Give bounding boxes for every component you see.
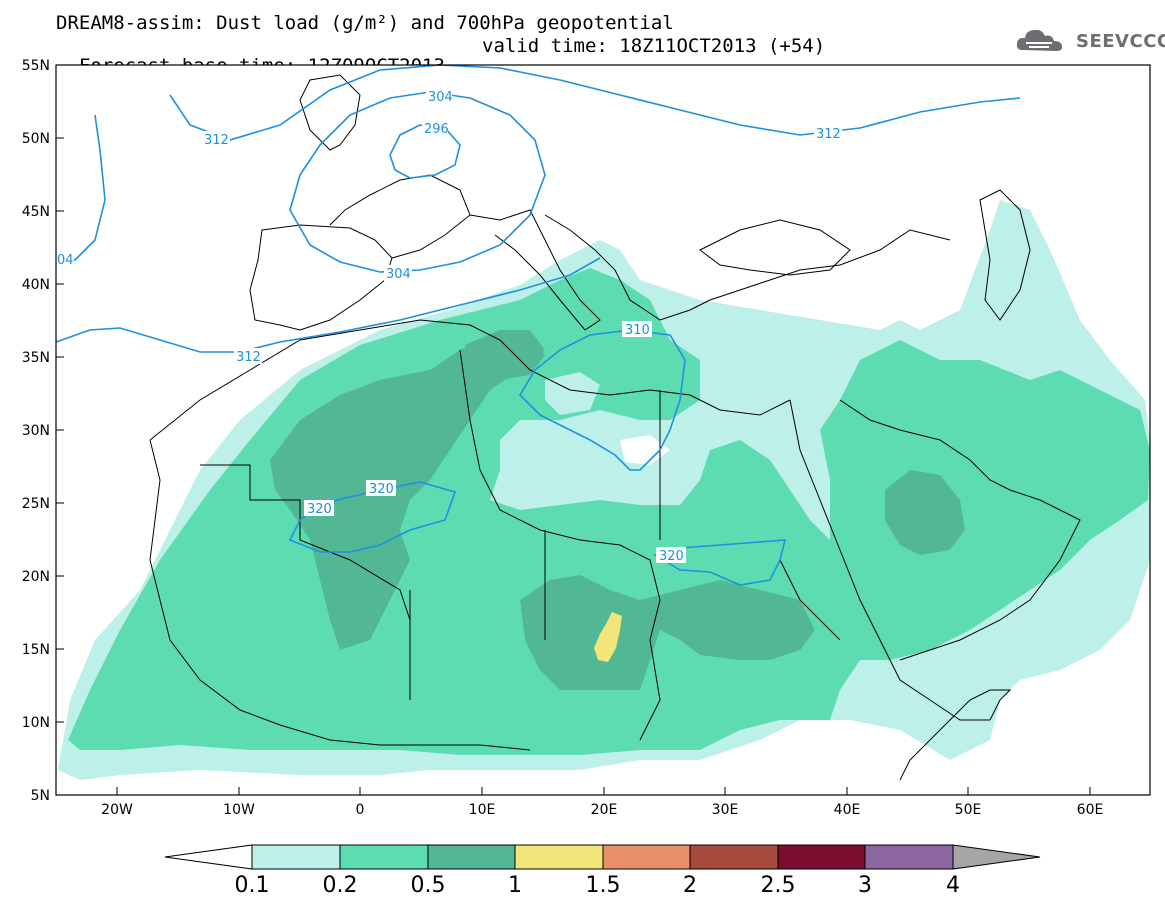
coast-north-africa (149, 319, 791, 441)
dust-0.5-region-sahara (270, 330, 545, 650)
lon-label-40e: 40E (834, 802, 861, 818)
lat-label-40n: 40N (22, 277, 50, 293)
lat-label-35n: 35N (22, 350, 50, 366)
dust-0.5-region-libya (465, 330, 545, 380)
contour-320-sudan (652, 539, 787, 586)
contour-312-south (56, 257, 601, 353)
colorbar-segment-1.5-2 (602, 844, 691, 870)
contour-label-04: 04 (57, 253, 74, 268)
coast-iberia (249, 224, 393, 331)
colorbar-segment-2.5-3 (777, 844, 866, 870)
dust-free-patch-egypt (620, 435, 670, 465)
border-sahara-3 (409, 390, 661, 700)
lon-label-60e: 60E (1077, 802, 1104, 818)
colorbar-label-0.1: 0.1 (235, 873, 270, 898)
lat-label-45n: 45N (22, 204, 50, 220)
contour-label-310: 310 (625, 323, 650, 338)
colorbar-label-0.2: 0.2 (323, 873, 358, 898)
lat-label-20n: 20N (22, 569, 50, 585)
longitude-labels: 20W 10W 0 10E 20E 30E 40E 50E 60E (101, 802, 1103, 818)
colorbar-segment-0.2-0.5 (339, 844, 429, 870)
dust-free-patch-libya (545, 372, 600, 415)
colorbar-under-triangle (164, 844, 253, 870)
contour-label-320-c: 320 (659, 549, 684, 564)
coast-horn-africa (899, 689, 1012, 781)
colorbar-label-2.5: 2.5 (761, 873, 796, 898)
contour-310-mediterranean (518, 329, 686, 471)
colorbar-segment-1-1.5 (514, 844, 604, 870)
lon-label-10e: 10E (469, 802, 496, 818)
lon-label-20e: 20E (591, 802, 618, 818)
contour-296-europe (389, 124, 461, 179)
seevccc-logo: SEEVCCC (1016, 26, 1165, 56)
coast-black-sea (699, 219, 851, 276)
colorbar-over-triangle (952, 844, 1041, 870)
contour-label-304-north: 304 (428, 90, 453, 105)
contour-label-320-a: 320 (369, 482, 394, 497)
lat-label-50n: 50N (22, 131, 50, 147)
colorbar: 0.1 0.2 0.5 1 1.5 2 2.5 3 4 (164, 844, 1041, 898)
dust-0.5-region-sahel (520, 575, 815, 690)
coast-west-africa (149, 439, 531, 751)
contour-304-europe (289, 91, 546, 273)
colorbar-label-1: 1 (508, 873, 522, 898)
border-east-africa (639, 559, 841, 741)
colorbar-segment-3-4 (864, 844, 954, 870)
lat-label-10n: 10N (22, 715, 50, 731)
contour-label-304-south: 304 (386, 267, 411, 282)
geopotential-contours (56, 65, 1021, 586)
latitude-labels: 55N 50N 45N 40N 35N 30N 25N 20N 15N 10N … (22, 58, 50, 804)
colorbar-label-3: 3 (858, 873, 872, 898)
border-sahara-2 (459, 349, 661, 641)
valid-time-text: valid time: 18Z11OCT2013 (+54) (482, 35, 826, 57)
coast-france-uk (299, 74, 471, 259)
map-title: DREAM8-assim: Dust load (g/m²) and 700hP… (56, 12, 674, 34)
coast-arabia (839, 399, 1081, 661)
lat-label-5n: 5N (31, 788, 50, 804)
colorbar-label-4: 4 (946, 873, 960, 898)
contour-label-320-b: 320 (307, 502, 332, 517)
contour-label-296: 296 (424, 122, 449, 137)
lat-label-15n: 15N (22, 642, 50, 658)
colorbar-label-0.5: 0.5 (411, 873, 446, 898)
dust-1-region (594, 612, 622, 662)
contour-312-north (169, 65, 1021, 141)
coast-caspian (979, 189, 1031, 321)
colorbar-segment-2-2.5 (689, 844, 779, 870)
logo-text: SEEVCCC (1076, 30, 1165, 52)
dust-0.5-region-arabia (885, 470, 965, 555)
lon-label-30e: 30E (712, 802, 739, 818)
colorbar-segment-0.1-0.2 (251, 844, 341, 870)
dust-load-shading (58, 200, 1150, 780)
contour-label-312-south: 312 (236, 350, 261, 365)
lon-label-20w: 20W (101, 802, 133, 818)
lat-label-25n: 25N (22, 496, 50, 512)
contour-label-312-east: 312 (816, 127, 841, 142)
lon-label-50e: 50E (955, 802, 982, 818)
cloud-icon (1016, 29, 1062, 51)
contour-labels: 304 296 312 312 04 304 312 310 320 320 3… (56, 88, 842, 564)
coastlines-and-borders (149, 74, 1081, 781)
coast-red-sea (789, 399, 990, 721)
lat-label-30n: 30N (22, 423, 50, 439)
coast-italy (469, 209, 601, 331)
colorbar-label-1.5: 1.5 (586, 873, 621, 898)
colorbar-segment-0.5-1 (427, 844, 516, 870)
contour-label-312-west: 312 (204, 133, 229, 148)
axis-ticks (56, 64, 1091, 795)
lat-label-55n: 55N (22, 58, 50, 74)
lon-label-10w: 10W (223, 802, 255, 818)
colorbar-label-2: 2 (683, 873, 697, 898)
lon-label-0: 0 (356, 802, 365, 818)
coast-balkans-greece (544, 214, 951, 321)
